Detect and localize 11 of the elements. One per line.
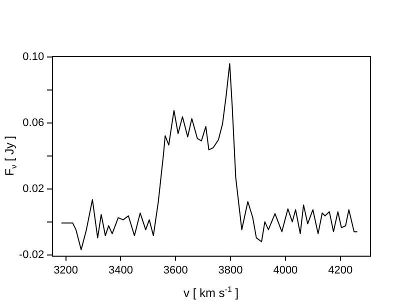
y-tick-label: 0.06 — [22, 116, 44, 129]
y-axis-title: Fν [ Jy ] — [2, 136, 18, 176]
x-tick-label: 4200 — [328, 264, 353, 276]
x-tick-label: 3400 — [108, 264, 133, 276]
x-tick-label: 3600 — [163, 264, 188, 276]
x-tick-label: 3800 — [218, 264, 243, 276]
x-tick-label: 3200 — [54, 264, 78, 276]
y-tick-label: 0.02 — [22, 182, 44, 195]
x-tick-label: 4000 — [273, 264, 298, 276]
y-tick-label: 0.10 — [22, 50, 44, 63]
y-tick-label: -0.02 — [18, 249, 44, 262]
